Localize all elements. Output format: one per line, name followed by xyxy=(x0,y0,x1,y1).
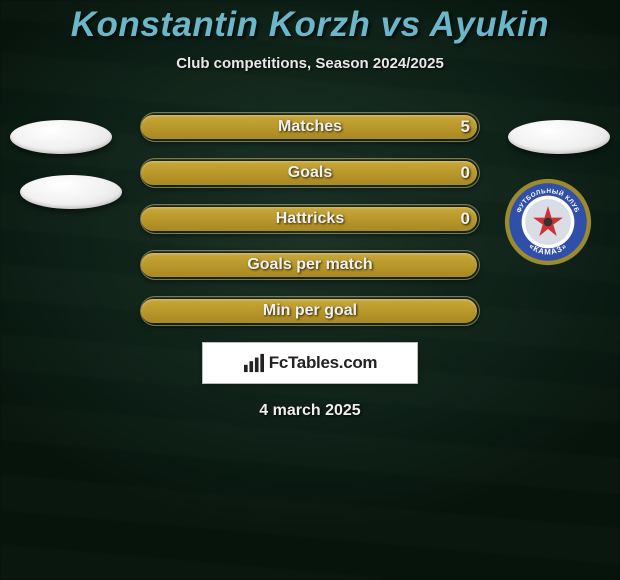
brand-box[interactable]: FcTables.com xyxy=(202,342,418,384)
date-text: 4 march 2025 xyxy=(0,402,620,420)
player-left-avatar-2 xyxy=(20,175,122,209)
player-right-avatar-1 xyxy=(508,120,610,154)
club-badge: ФУТБОЛЬНЫЙ КЛУБ «КАМАЗ» xyxy=(504,178,592,266)
stat-value-right: 0 xyxy=(461,158,470,188)
stat-label: Min per goal xyxy=(140,296,480,326)
player-left-avatar-1 xyxy=(10,120,112,154)
stat-label: Matches xyxy=(140,112,480,142)
content: Konstantin Korzh vs Ayukin Club competit… xyxy=(0,0,620,420)
stat-label: Hattricks xyxy=(140,204,480,234)
stat-value-right: 0 xyxy=(461,204,470,234)
stat-label: Goals xyxy=(140,158,480,188)
subtitle: Club competitions, Season 2024/2025 xyxy=(0,55,620,72)
brand-chart-icon xyxy=(243,353,265,373)
stat-label: Goals per match xyxy=(140,250,480,280)
page-title: Konstantin Korzh vs Ayukin xyxy=(0,5,620,45)
brand-text: FcTables.com xyxy=(269,353,378,373)
stat-value-right: 5 xyxy=(461,112,470,142)
club-badge-svg: ФУТБОЛЬНЫЙ КЛУБ «КАМАЗ» xyxy=(504,178,592,266)
stat-row: Min per goal xyxy=(0,296,620,326)
